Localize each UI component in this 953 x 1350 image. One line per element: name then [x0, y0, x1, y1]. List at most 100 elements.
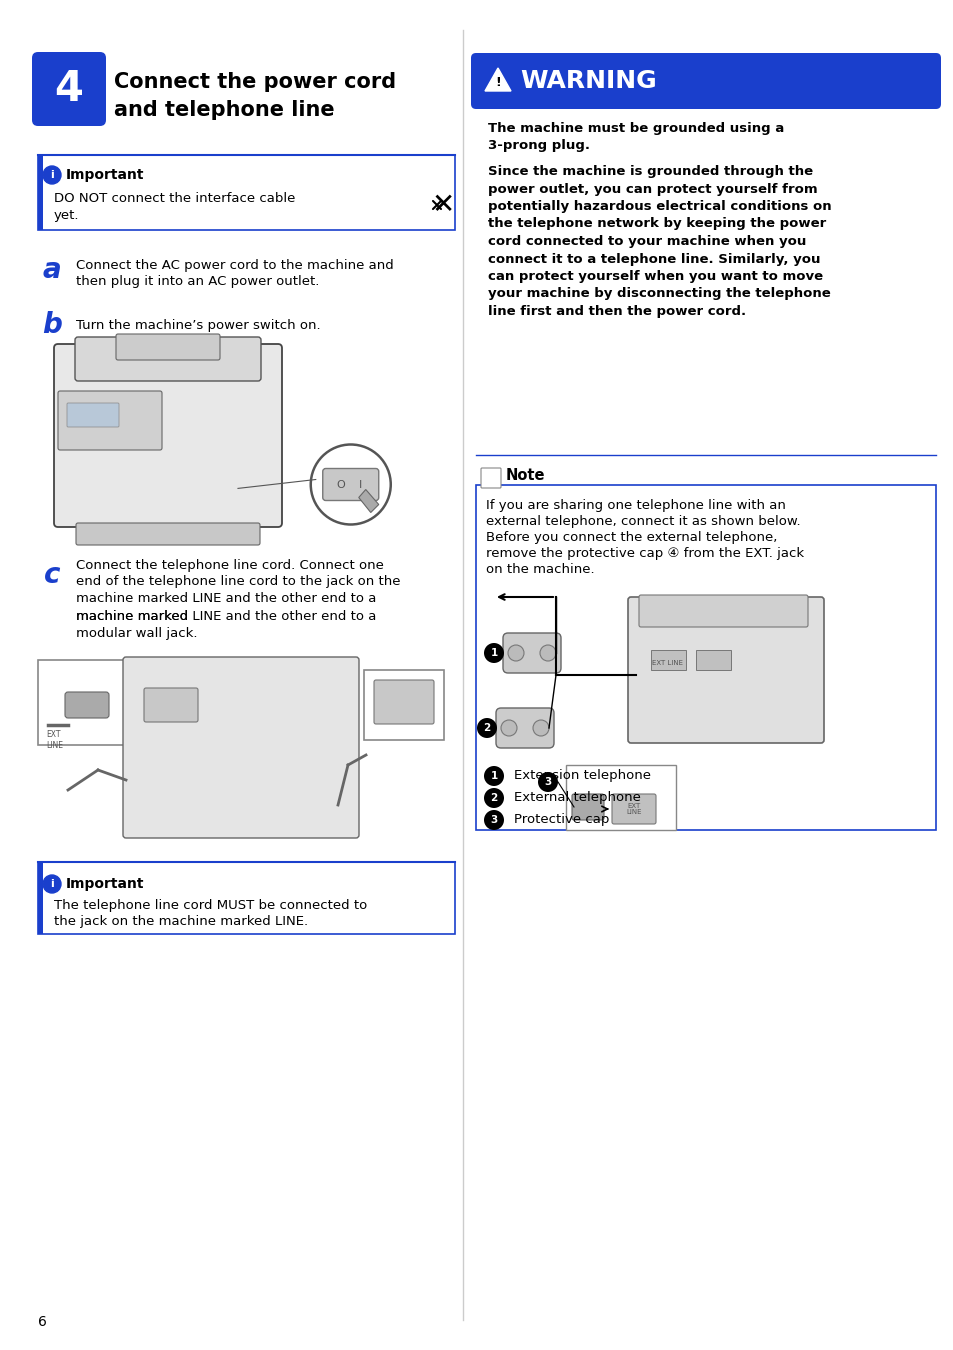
Text: line first and then the power cord.: line first and then the power cord. — [488, 305, 745, 319]
Text: Important: Important — [66, 167, 144, 182]
Text: O: O — [336, 479, 345, 490]
Circle shape — [500, 720, 517, 736]
Text: 3-prong plug.: 3-prong plug. — [488, 139, 589, 153]
Text: 3: 3 — [544, 778, 551, 787]
Text: Connect the AC power cord to the machine and: Connect the AC power cord to the machine… — [76, 258, 394, 271]
Circle shape — [483, 765, 503, 786]
Text: Turn the machine’s power switch on.: Turn the machine’s power switch on. — [76, 319, 320, 332]
Text: I: I — [358, 479, 362, 490]
Circle shape — [537, 772, 558, 792]
FancyBboxPatch shape — [76, 522, 260, 545]
Text: cord connected to your machine when you: cord connected to your machine when you — [488, 235, 805, 248]
Circle shape — [43, 166, 61, 184]
Text: Note: Note — [505, 467, 545, 482]
FancyBboxPatch shape — [58, 392, 162, 450]
Text: potentially hazardous electrical conditions on: potentially hazardous electrical conditi… — [488, 200, 831, 213]
Text: External telephone: External telephone — [514, 791, 640, 805]
FancyBboxPatch shape — [116, 333, 220, 360]
Text: c: c — [44, 562, 60, 589]
Text: a: a — [43, 256, 61, 284]
Text: If you are sharing one telephone line with an: If you are sharing one telephone line wi… — [485, 500, 785, 512]
FancyBboxPatch shape — [612, 794, 656, 824]
Circle shape — [539, 645, 556, 662]
Bar — [38, 155, 43, 230]
Text: Connect the power cord: Connect the power cord — [113, 72, 395, 92]
FancyBboxPatch shape — [75, 338, 261, 381]
Text: The telephone line cord MUST be connected to: The telephone line cord MUST be connecte… — [54, 899, 367, 913]
Circle shape — [507, 645, 523, 662]
Text: 3: 3 — [490, 815, 497, 825]
Text: the jack on the machine marked LINE.: the jack on the machine marked LINE. — [54, 915, 308, 929]
Text: 4: 4 — [54, 68, 83, 109]
Text: Protective cap: Protective cap — [514, 814, 609, 826]
Text: !: ! — [495, 76, 500, 89]
Text: EXT LINE: EXT LINE — [652, 660, 682, 666]
FancyBboxPatch shape — [639, 595, 807, 626]
Text: can protect yourself when you want to move: can protect yourself when you want to mo… — [488, 270, 822, 284]
Text: on the machine.: on the machine. — [485, 563, 594, 576]
Text: machine marked LINE and the other end to a: machine marked LINE and the other end to… — [76, 609, 376, 622]
Text: yet.: yet. — [54, 208, 79, 221]
Polygon shape — [358, 490, 378, 513]
Text: end of the telephone line cord to the jack on the: end of the telephone line cord to the ja… — [76, 575, 400, 589]
Circle shape — [483, 810, 503, 830]
Text: i: i — [51, 879, 53, 890]
Text: b: b — [42, 310, 62, 339]
Bar — [650, 649, 685, 670]
Text: EXT
LINE: EXT LINE — [625, 802, 641, 815]
FancyBboxPatch shape — [496, 707, 554, 748]
Text: ✕: ✕ — [431, 190, 455, 219]
Text: 1: 1 — [490, 771, 497, 782]
FancyBboxPatch shape — [627, 597, 823, 743]
Bar — [696, 649, 730, 670]
Text: Since the machine is grounded through the: Since the machine is grounded through th… — [488, 165, 812, 178]
Text: the telephone network by keeping the power: the telephone network by keeping the pow… — [488, 217, 825, 231]
FancyBboxPatch shape — [364, 670, 443, 740]
FancyBboxPatch shape — [502, 633, 560, 674]
FancyBboxPatch shape — [480, 468, 500, 487]
Text: WARNING: WARNING — [519, 69, 656, 93]
Bar — [38, 863, 43, 934]
Circle shape — [483, 643, 503, 663]
FancyBboxPatch shape — [322, 468, 378, 501]
FancyBboxPatch shape — [32, 53, 106, 126]
Text: your machine by disconnecting the telephone: your machine by disconnecting the teleph… — [488, 288, 830, 301]
Text: machine marked LINE and the other end to a: machine marked LINE and the other end to… — [76, 593, 376, 606]
FancyBboxPatch shape — [565, 765, 676, 830]
Polygon shape — [484, 68, 511, 90]
Circle shape — [43, 875, 61, 892]
Text: The machine must be grounded using a: The machine must be grounded using a — [488, 122, 783, 135]
Circle shape — [311, 444, 391, 525]
Text: Connect the telephone line cord. Connect one: Connect the telephone line cord. Connect… — [76, 559, 383, 571]
Text: external telephone, connect it as shown below.: external telephone, connect it as shown … — [485, 514, 800, 528]
Text: 2: 2 — [483, 724, 490, 733]
FancyBboxPatch shape — [54, 344, 282, 526]
Text: power outlet, you can protect yourself from: power outlet, you can protect yourself f… — [488, 182, 817, 196]
Text: 6: 6 — [38, 1315, 47, 1328]
Text: machine marked: machine marked — [76, 609, 193, 622]
FancyBboxPatch shape — [572, 794, 603, 819]
Text: Important: Important — [66, 878, 144, 891]
FancyBboxPatch shape — [67, 404, 119, 427]
Text: modular wall jack.: modular wall jack. — [76, 626, 197, 640]
Text: 1: 1 — [490, 648, 497, 657]
Text: remove the protective cap ④ from the EXT. jack: remove the protective cap ④ from the EXT… — [485, 547, 803, 560]
Text: DO NOT connect the interface cable: DO NOT connect the interface cable — [54, 192, 295, 204]
Text: Before you connect the external telephone,: Before you connect the external telephon… — [485, 531, 777, 544]
Circle shape — [483, 788, 503, 809]
Text: EXT
LINE: EXT LINE — [46, 730, 63, 751]
FancyBboxPatch shape — [65, 693, 109, 718]
Text: and telephone line: and telephone line — [113, 100, 335, 120]
FancyBboxPatch shape — [144, 688, 198, 722]
FancyBboxPatch shape — [471, 53, 940, 109]
Text: i: i — [51, 170, 53, 180]
Circle shape — [533, 720, 548, 736]
Circle shape — [476, 718, 497, 738]
Text: Extension telephone: Extension telephone — [514, 769, 650, 783]
FancyBboxPatch shape — [38, 660, 128, 745]
Text: 2: 2 — [490, 792, 497, 803]
Text: then plug it into an AC power outlet.: then plug it into an AC power outlet. — [76, 275, 319, 289]
Text: connect it to a telephone line. Similarly, you: connect it to a telephone line. Similarl… — [488, 252, 820, 266]
FancyBboxPatch shape — [374, 680, 434, 724]
FancyBboxPatch shape — [123, 657, 358, 838]
